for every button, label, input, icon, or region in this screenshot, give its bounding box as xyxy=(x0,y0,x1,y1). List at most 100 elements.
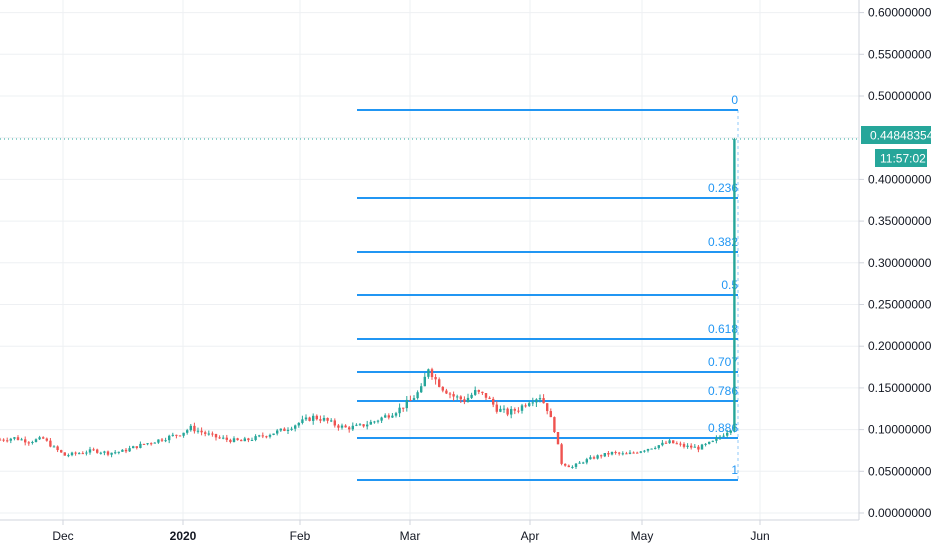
candle-body[interactable] xyxy=(423,376,426,387)
candle-body[interactable] xyxy=(427,369,430,377)
candle-body[interactable] xyxy=(672,440,675,444)
candle-body[interactable] xyxy=(38,437,41,440)
candle-body[interactable] xyxy=(657,445,660,448)
candle-body[interactable] xyxy=(315,415,318,420)
candle-body[interactable] xyxy=(106,451,110,455)
candle-body[interactable] xyxy=(283,428,286,431)
candle-body[interactable] xyxy=(247,438,250,441)
candle-body[interactable] xyxy=(56,446,59,451)
candle-body[interactable] xyxy=(686,445,689,447)
candle-body[interactable] xyxy=(268,434,272,437)
candle-body[interactable] xyxy=(715,437,718,441)
candle-body[interactable] xyxy=(304,417,308,420)
candle-body[interactable] xyxy=(675,443,678,445)
candle-body[interactable] xyxy=(6,440,9,442)
candle-body[interactable] xyxy=(178,435,182,437)
candle-body[interactable] xyxy=(121,449,124,452)
candle-body[interactable] xyxy=(628,452,632,454)
candle-body[interactable] xyxy=(319,419,322,421)
candle-body[interactable] xyxy=(578,462,581,464)
candle-body[interactable] xyxy=(510,409,513,415)
candle-body[interactable] xyxy=(337,425,340,428)
candle-body[interactable] xyxy=(729,430,732,433)
candle-body[interactable] xyxy=(409,399,412,401)
candle-body[interactable] xyxy=(373,421,376,423)
candle-body[interactable] xyxy=(632,452,635,454)
candle-body[interactable] xyxy=(218,437,221,439)
candle-body[interactable] xyxy=(592,457,596,459)
candle-body[interactable] xyxy=(330,420,333,422)
candle-body[interactable] xyxy=(492,398,495,405)
candle-body[interactable] xyxy=(697,446,700,450)
candle-body[interactable] xyxy=(369,421,372,425)
candle-body[interactable] xyxy=(258,435,261,437)
candle-body[interactable] xyxy=(376,420,380,422)
candle-body[interactable] xyxy=(391,415,394,418)
candle-body[interactable] xyxy=(146,443,149,445)
candle-body[interactable] xyxy=(348,427,351,430)
candle-body[interactable] xyxy=(430,369,434,378)
candle-body[interactable] xyxy=(85,452,88,454)
candle-body[interactable] xyxy=(308,417,311,421)
candle-body[interactable] xyxy=(67,455,70,457)
candle-body[interactable] xyxy=(567,465,570,468)
candle-body[interactable] xyxy=(2,439,5,441)
candle-body[interactable] xyxy=(434,377,437,380)
candle-body[interactable] xyxy=(164,440,167,442)
candle-body[interactable] xyxy=(333,420,336,426)
candle-body[interactable] xyxy=(70,452,74,456)
candle-body[interactable] xyxy=(254,436,257,440)
candle-body[interactable] xyxy=(96,449,99,453)
candle-body[interactable] xyxy=(438,379,441,387)
candle-body[interactable] xyxy=(528,403,531,406)
time-axis[interactable]: Dec 2020 Feb Mar Apr May Jun xyxy=(52,520,770,543)
candle-body[interactable] xyxy=(265,436,268,438)
candle-body[interactable] xyxy=(27,442,30,444)
candle-body[interactable] xyxy=(45,438,48,441)
candle-body[interactable] xyxy=(639,451,642,453)
candle-body[interactable] xyxy=(279,428,282,431)
candle-body[interactable] xyxy=(459,396,462,400)
candle-body[interactable] xyxy=(416,392,419,399)
candle-body[interactable] xyxy=(589,457,592,460)
candle-body[interactable] xyxy=(261,435,264,437)
candle-body[interactable] xyxy=(708,441,711,444)
candle-body[interactable] xyxy=(531,402,534,404)
candle-body[interactable] xyxy=(556,432,560,445)
candle-body[interactable] xyxy=(499,408,502,412)
candle-body[interactable] xyxy=(618,452,621,454)
candle-body[interactable] xyxy=(704,443,707,445)
candle-body[interactable] xyxy=(513,409,516,411)
candle-body[interactable] xyxy=(168,435,171,441)
candle-body[interactable] xyxy=(488,397,491,399)
candle-body[interactable] xyxy=(549,411,552,418)
candle-body[interactable] xyxy=(222,437,225,439)
candle-body[interactable] xyxy=(661,442,664,446)
candle-body[interactable] xyxy=(186,430,189,433)
candle-body[interactable] xyxy=(207,433,210,435)
candle-body[interactable] xyxy=(420,386,423,393)
candle-body[interactable] xyxy=(63,452,66,456)
candle-body[interactable] xyxy=(610,452,614,455)
price-axis[interactable]: 0.60000000 0.55000000 0.50000000 0.40000000… xyxy=(859,6,932,520)
candle-body[interactable] xyxy=(366,424,369,427)
candle-body[interactable] xyxy=(52,446,56,448)
candle-body[interactable] xyxy=(60,450,63,453)
candle-body[interactable] xyxy=(646,448,650,451)
candle-body[interactable] xyxy=(538,398,542,400)
candle-body[interactable] xyxy=(502,408,506,410)
candle-body[interactable] xyxy=(441,386,444,391)
candle-body[interactable] xyxy=(571,466,574,468)
candle-body[interactable] xyxy=(726,432,729,436)
candle-body[interactable] xyxy=(402,407,405,409)
candle-body[interactable] xyxy=(553,417,556,433)
candle-body[interactable] xyxy=(718,436,722,438)
candle-body[interactable] xyxy=(700,444,704,450)
candle-body[interactable] xyxy=(20,439,23,441)
candle-body[interactable] xyxy=(664,442,668,444)
candle-body[interactable] xyxy=(596,455,599,459)
candle-body[interactable] xyxy=(650,448,653,450)
candle-body[interactable] xyxy=(448,393,452,395)
